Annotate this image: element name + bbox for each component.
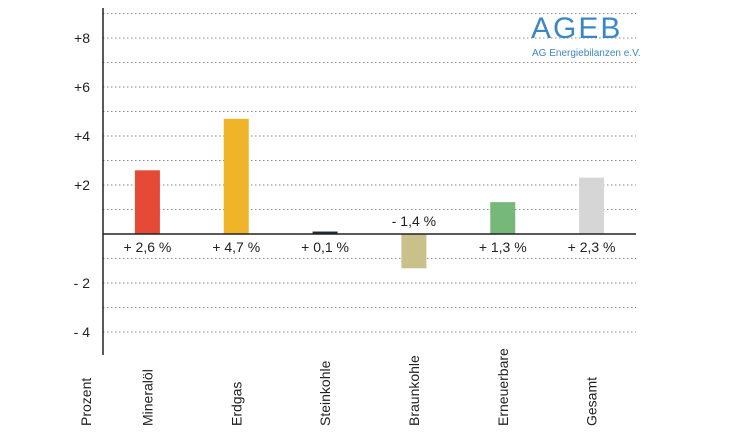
data-label: + 4,7 % [212,239,260,255]
y-tick-label: +6 [74,79,90,95]
x-tick-label: Gesamt [584,377,600,426]
logo-text: AGEB [531,12,622,45]
grid-lines [103,13,636,333]
y-tick-label: +4 [74,128,90,144]
x-tick-label: Erdgas [228,382,244,426]
bar [134,170,160,234]
y-tick-label: - 2 [74,275,91,291]
data-label: + 1,3 % [479,239,527,255]
bars [134,118,605,269]
ageb-logo: AGEB AG Energiebilanzen e.V. [531,12,641,59]
y-tick-label: +2 [74,177,90,193]
data-label: + 0,1 % [301,239,349,255]
bar [312,231,338,235]
data-label: + 2,6 % [123,239,171,255]
bar [490,202,516,234]
data-label: - 1,4 % [392,213,436,229]
bar [223,118,249,234]
x-tick-label: Braunkohle [406,355,422,426]
x-tick-labels: Mineralöl Erdgas Steinkohle Braunkohle Erneu… [139,348,599,426]
y-tick-labels: +8 +6 +4 +2 - 2 - 4 [74,30,91,340]
logo-subtitle: AG Energiebilanzen e.V. [532,48,641,59]
x-tick-label: Steinkohle [317,360,333,426]
bar [579,177,605,234]
y-tick-label: - 4 [74,324,91,340]
data-labels: + 2,6 % + 4,7 % + 0,1 % - 1,4 % + 1,3 % + 2,3… [123,213,615,255]
data-label: + 2,3 % [568,239,616,255]
x-tick-label: Mineralöl [139,369,155,426]
y-tick-label: +8 [74,30,90,46]
y-axis-label: Prozent [78,378,94,426]
x-tick-label: Erneuerbare [495,348,511,426]
bar [401,234,427,269]
